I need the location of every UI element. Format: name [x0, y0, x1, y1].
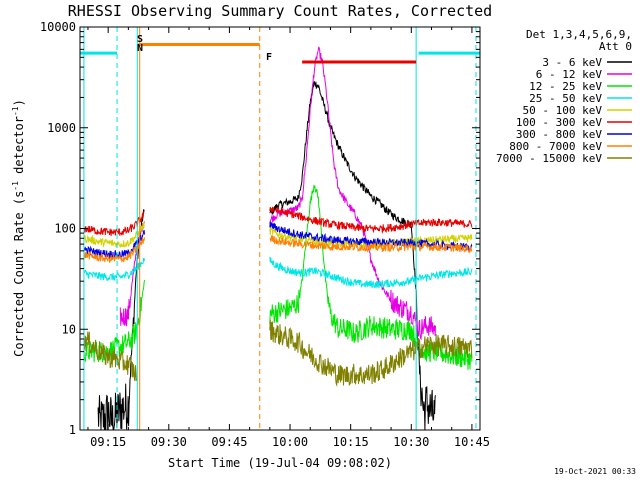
legend-entry-label: 50 - 100 keV	[523, 104, 603, 117]
legend-entry-label: 25 - 50 keV	[529, 92, 602, 105]
series-line	[269, 234, 473, 254]
legend-entry: 50 - 100 keV	[523, 104, 632, 117]
legend-entry: 800 - 7000 keV	[509, 140, 632, 153]
legend-entry-label: 800 - 7000 keV	[509, 140, 602, 153]
axes: 09:15 09:30 09:45 10:00 10:15 10:30 10:45 1 10 10…	[40, 20, 490, 449]
status-bars	[80, 43, 480, 64]
timestamp: 19-Oct-2021 00:33	[554, 467, 636, 476]
series-layer	[83, 46, 473, 431]
series-25-50-kev	[83, 256, 473, 289]
x-tick-label: 10:00	[272, 435, 308, 449]
series-800-7000-kev	[83, 234, 473, 263]
series-line	[269, 256, 473, 289]
y-axis-label-mid: detector	[12, 116, 26, 181]
x-tick-label: 10:15	[333, 435, 369, 449]
series-line	[83, 257, 145, 281]
legend-entry-label: 3 - 6 keV	[542, 56, 602, 69]
legend-entry-label: 300 - 800 keV	[516, 128, 602, 141]
series-line	[269, 221, 473, 252]
y-tick-label: 100	[54, 222, 76, 236]
y-axis-label-base: Corrected Count Rate (s	[12, 191, 26, 357]
flare-flag-label: F	[266, 52, 272, 63]
legend-entry-label: 6 - 12 keV	[536, 68, 603, 81]
legend-entry: 300 - 800 keV	[516, 128, 632, 141]
series-6-12-kev	[119, 46, 436, 341]
legend-entry: 25 - 50 keV	[529, 92, 632, 105]
y-axis-label-end: )	[12, 99, 26, 106]
legend-header-line1: Det 1,3,4,5,6,9,	[526, 28, 632, 41]
x-tick-label: 09:30	[151, 435, 187, 449]
x-tick-label: 09:45	[211, 435, 247, 449]
legend-entry: 12 - 25 keV	[529, 80, 632, 93]
legend-entry: 100 - 300 keV	[516, 116, 632, 129]
series-line	[83, 221, 145, 249]
series-line	[269, 81, 436, 431]
series-100-300-kev	[83, 206, 473, 236]
y-axis-label: Corrected Count Rate (s-1 detector-1)	[11, 99, 26, 357]
y-tick-label: 1	[69, 423, 76, 437]
series-line	[269, 206, 473, 234]
plot-area	[80, 27, 480, 431]
y-axis-label-exp2: -1	[11, 106, 20, 116]
chart-title: RHESSI Observing Summary Count Rates, Co…	[68, 2, 492, 20]
legend-entry-label: 12 - 25 keV	[529, 80, 602, 93]
legend-entry: 7000 - 15000 keV	[496, 152, 632, 165]
saa-flag-label: S	[137, 34, 143, 45]
series-line	[83, 237, 145, 263]
x-axis-label: Start Time (19-Jul-04 09:08:02)	[168, 456, 392, 470]
y-axis-label-exp1: -1	[11, 181, 20, 191]
y-tick-label: 10	[62, 322, 76, 336]
series-line	[83, 210, 145, 236]
x-tick-label: 10:30	[393, 435, 429, 449]
y-tick-label: 10000	[40, 20, 76, 34]
series-7000-15000-kev	[83, 319, 473, 387]
legend-entry: 3 - 6 keV	[542, 56, 632, 69]
legend-entry-label: 100 - 300 keV	[516, 116, 602, 129]
series-line	[83, 329, 137, 382]
legend-entry-label: 7000 - 15000 keV	[496, 152, 602, 165]
y-tick-label: 1000	[47, 121, 76, 135]
series-line	[269, 319, 473, 387]
legend-header-line2: Att 0	[599, 40, 632, 53]
x-tick-label: 10:45	[454, 435, 490, 449]
night-flag-label: N	[137, 43, 143, 54]
series-line	[269, 46, 436, 341]
legend-entry: 6 - 12 keV	[536, 68, 632, 81]
series-line	[119, 221, 145, 327]
x-tick-label: 09:15	[90, 435, 126, 449]
